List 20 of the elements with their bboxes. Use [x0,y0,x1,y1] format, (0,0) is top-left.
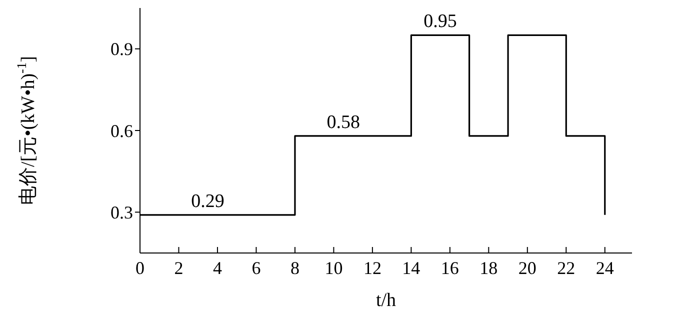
y-tick-label: 0.6 [110,120,133,141]
annotation: 0.95 [424,11,457,32]
x-tick-label: 18 [480,258,498,278]
x-tick-label: 14 [402,258,420,278]
x-tick-label: 20 [518,258,536,278]
x-tick-label: 12 [363,258,382,278]
x-tick-label: 6 [252,258,261,278]
x-tick-label: 16 [440,258,459,278]
x-tick-label: 4 [212,258,222,278]
x-tick-label: 24 [596,258,614,278]
x-tick-label: 2 [174,258,184,278]
x-tick-label: 0 [136,258,144,278]
y-tick-label: 0.9 [110,39,133,60]
x-tick-label: 10 [324,258,343,278]
x-tick-label: 22 [557,258,576,278]
annotation: 0.58 [326,112,360,133]
y-tick-label: 0.3 [110,202,133,223]
annotation: 0.29 [191,190,224,212]
x-axis-title: t/h [376,290,397,311]
x-tick-label: 8 [290,258,300,278]
